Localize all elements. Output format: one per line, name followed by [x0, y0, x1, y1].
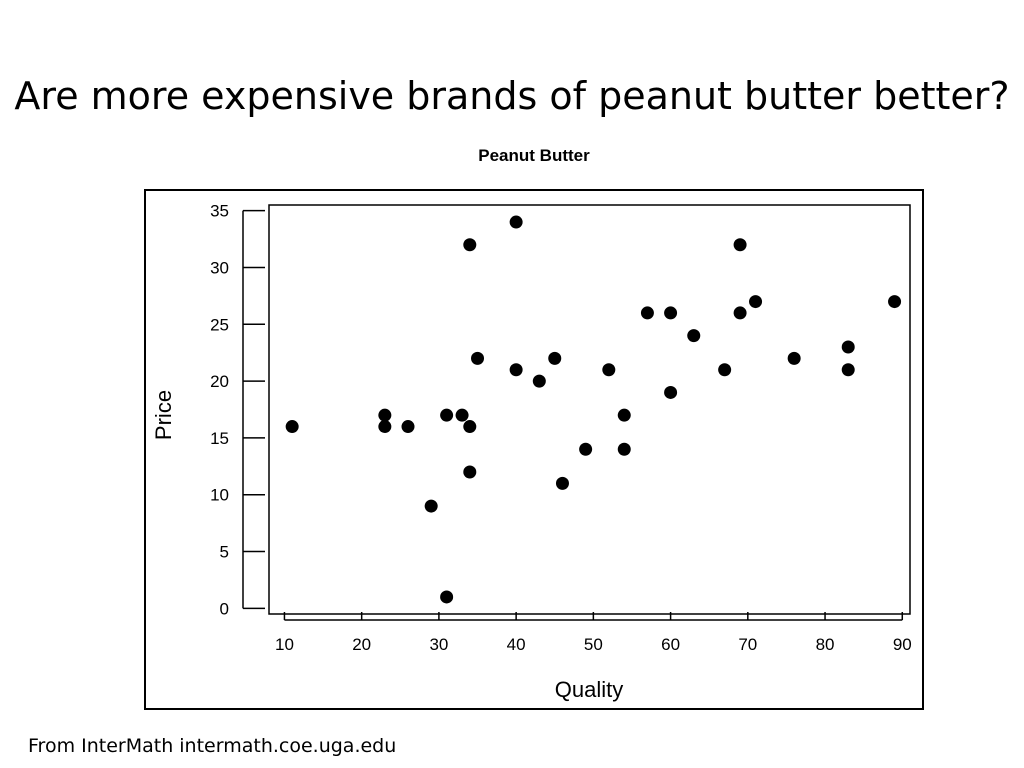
data-point: [424, 499, 438, 513]
data-point: [841, 340, 855, 354]
data-point: [285, 420, 299, 434]
data-point: [664, 385, 678, 399]
data-point: [471, 351, 485, 365]
y-axis-label: Price: [151, 390, 176, 440]
x-tick-label: 60: [661, 635, 680, 654]
data-point: [733, 238, 747, 252]
data-point: [401, 420, 415, 434]
y-tick-label: 10: [210, 486, 229, 505]
data-point: [463, 238, 477, 252]
data-point: [548, 351, 562, 365]
data-point: [378, 420, 392, 434]
x-tick-label: 10: [275, 635, 294, 654]
data-point: [440, 590, 454, 604]
data-point: [664, 306, 678, 320]
data-point: [602, 363, 616, 377]
data-point: [440, 408, 454, 422]
y-tick-label: 25: [210, 315, 229, 334]
x-tick-label: 20: [352, 635, 371, 654]
data-point: [617, 442, 631, 456]
data-point: [718, 363, 732, 377]
data-point: [532, 374, 546, 388]
y-tick-label: 0: [220, 599, 229, 618]
data-point: [579, 442, 593, 456]
x-axis: 10 20 30 40 50 60 70 80 90: [275, 612, 912, 654]
x-tick-label: 90: [893, 635, 912, 654]
data-point: [455, 408, 469, 422]
data-point: [463, 465, 477, 479]
data-point: [733, 306, 747, 320]
x-axis-label: Quality: [555, 677, 623, 702]
source-note: From InterMath intermath.coe.uga.edu: [28, 735, 397, 757]
data-point: [687, 329, 701, 343]
x-tick-label: 30: [429, 635, 448, 654]
y-tick-label: 35: [210, 202, 229, 221]
y-tick-label: 20: [210, 372, 229, 391]
data-point: [378, 408, 392, 422]
scatter-plot: 0 5 10 15 20 25 30 35 10 20 30 40 50 60 70 80 90 Qualit…: [151, 202, 912, 702]
data-point: [617, 408, 631, 422]
y-tick-label: 5: [220, 543, 229, 562]
data-point: [787, 351, 801, 365]
x-tick-label: 70: [738, 635, 757, 654]
data-point: [749, 295, 763, 309]
x-tick-label: 50: [584, 635, 603, 654]
data-points: [285, 215, 902, 604]
y-tick-label: 15: [210, 429, 229, 448]
chart-frame: [144, 189, 924, 710]
y-axis: 0 5 10 15 20 25 30 35: [210, 202, 265, 618]
data-point: [888, 295, 902, 309]
data-point: [509, 363, 523, 377]
data-point: [841, 363, 855, 377]
plot-area: [268, 204, 911, 615]
x-tick-label: 40: [507, 635, 526, 654]
data-point: [555, 476, 569, 490]
data-point: [640, 306, 654, 320]
x-tick-label: 80: [816, 635, 835, 654]
slide-title: Are more expensive brands of peanut butt…: [14, 74, 1010, 118]
y-tick-label: 30: [210, 258, 229, 277]
data-point: [463, 420, 477, 434]
chart-title: Peanut Butter: [478, 146, 590, 165]
data-point: [509, 215, 523, 229]
